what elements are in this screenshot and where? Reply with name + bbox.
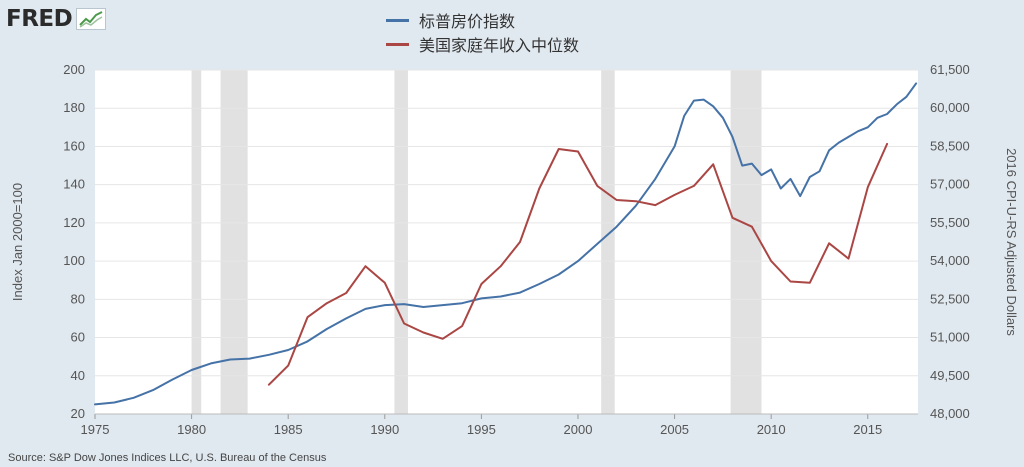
recession-band — [394, 70, 408, 414]
y-tick-label: 20 — [71, 406, 85, 421]
y2-tick-label: 60,000 — [930, 100, 970, 115]
legend-label-hpi: 标普房价指数 — [419, 12, 516, 31]
logo-text: FRED — [6, 6, 73, 32]
y2-tick-label: 51,000 — [930, 330, 970, 345]
x-tick-label: 1985 — [274, 422, 303, 437]
y2-tick-label: 54,000 — [930, 253, 970, 268]
x-tick-label: 1980 — [177, 422, 206, 437]
series-line-income — [267, 142, 889, 386]
y-tick-label: 100 — [63, 253, 85, 268]
y2-tick-label: 49,500 — [930, 368, 970, 383]
legend-item-hpi: 标普房价指数 — [386, 8, 579, 32]
recession-band — [191, 70, 202, 414]
recession-band — [730, 70, 762, 414]
y2-tick-label: 61,500 — [930, 62, 970, 77]
x-tick-label: 1990 — [370, 422, 399, 437]
legend-swatch-hpi — [386, 18, 409, 22]
y2-tick-label: 55,500 — [930, 215, 970, 230]
legend-swatch-income — [386, 42, 409, 46]
y-axis-label: Index Jan 2000=100 — [10, 183, 25, 301]
legend-item-income: 美国家庭年收入中位数 — [386, 32, 579, 56]
x-tick-label: 1975 — [81, 422, 110, 437]
recession-band — [601, 70, 615, 414]
series-line-hpi — [94, 82, 918, 406]
y-tick-label: 180 — [63, 100, 85, 115]
line-chart-icon — [76, 8, 107, 30]
y-tick-label: 80 — [71, 291, 85, 306]
source-note: Source: S&P Dow Jones Indices LLC, U.S. … — [8, 452, 327, 464]
legend: 标普房价指数 美国家庭年收入中位数 — [386, 8, 579, 56]
y2-tick-label: 52,500 — [930, 291, 970, 306]
y-tick-label: 40 — [71, 368, 85, 383]
x-tick-label: 2000 — [564, 422, 593, 437]
legend-label-income: 美国家庭年收入中位数 — [419, 36, 580, 55]
y-tick-label: 60 — [71, 330, 85, 345]
x-tick-label: 2005 — [660, 422, 689, 437]
x-tick-label: 1995 — [467, 422, 496, 437]
y2-tick-label: 57,000 — [930, 177, 970, 192]
y-tick-label: 120 — [63, 215, 85, 230]
y-tick-label: 140 — [63, 177, 85, 192]
y-tick-label: 160 — [63, 138, 85, 153]
fred-logo[interactable]: FRED — [6, 6, 107, 32]
x-tick-label: 2010 — [757, 422, 786, 437]
y2-axis-label: 2016 CPI-U-RS Adjusted Dollars — [1004, 148, 1019, 336]
y2-tick-label: 58,500 — [930, 138, 970, 153]
x-tick-label: 2015 — [853, 422, 882, 437]
y2-tick-label: 48,000 — [930, 406, 970, 421]
y-tick-label: 200 — [63, 62, 85, 77]
recession-band — [220, 70, 248, 414]
